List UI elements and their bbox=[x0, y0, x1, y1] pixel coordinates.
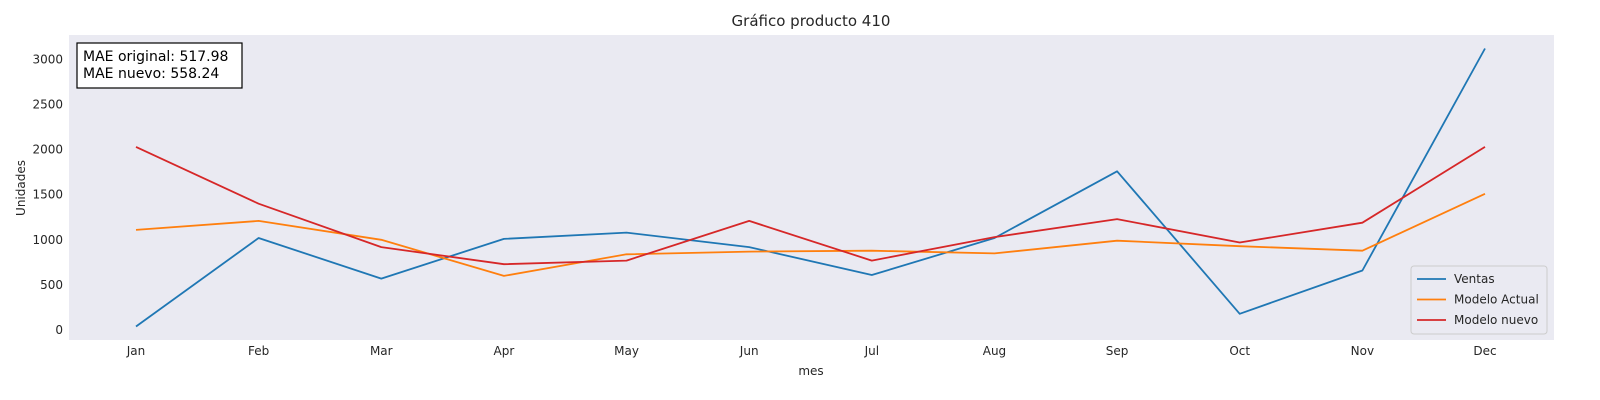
x-tick-label: Aug bbox=[983, 344, 1006, 358]
x-tick-label: Jun bbox=[739, 344, 759, 358]
series-line-modelo-actual bbox=[135, 192, 1486, 277]
plot-area bbox=[69, 35, 1554, 340]
x-axis-label: mes bbox=[798, 364, 823, 378]
mae-annotation: MAE original: 517.98 MAE nuevo: 558.24 bbox=[76, 42, 243, 89]
legend-label: Ventas bbox=[1454, 272, 1495, 286]
y-tick-label: 0 bbox=[55, 323, 63, 337]
x-tick-label: Apr bbox=[494, 344, 515, 358]
legend-label: Modelo Actual bbox=[1454, 293, 1539, 307]
y-tick-label: 1500 bbox=[32, 188, 63, 202]
y-axis-label: Unidades bbox=[14, 160, 28, 216]
x-tick-label: Sep bbox=[1106, 344, 1129, 358]
series-line-modelo-nuevo bbox=[135, 146, 1486, 266]
legend: Ventas Modelo Actual Modelo nuevo bbox=[1410, 265, 1548, 335]
y-tick-label: 1000 bbox=[32, 233, 63, 247]
x-tick-label: Jul bbox=[864, 344, 879, 358]
x-tick-label: Feb bbox=[248, 344, 269, 358]
x-tick-label: Oct bbox=[1229, 344, 1250, 358]
mae-nuevo-text: MAE nuevo: 558.24 bbox=[83, 66, 219, 82]
y-axis-ticks: 0 500 1000 1500 2000 2500 3000 bbox=[32, 52, 63, 337]
x-tick-label: May bbox=[614, 344, 639, 358]
y-tick-label: 2500 bbox=[32, 97, 63, 111]
legend-box bbox=[1410, 265, 1548, 335]
chart-title: Gráfico producto 410 bbox=[732, 12, 891, 30]
legend-label: Modelo nuevo bbox=[1454, 313, 1538, 327]
x-tick-label: Dec bbox=[1473, 344, 1496, 358]
y-tick-label: 500 bbox=[40, 278, 63, 292]
mae-original-text: MAE original: 517.98 bbox=[83, 49, 228, 65]
y-tick-label: 2000 bbox=[32, 143, 63, 157]
x-tick-label: Nov bbox=[1351, 344, 1374, 358]
series-line-ventas bbox=[135, 48, 1486, 328]
series-lines bbox=[135, 48, 1486, 328]
y-tick-label: 3000 bbox=[32, 52, 63, 66]
x-axis-ticks: Jan Feb Mar Apr May Jun Jul Aug Sep Oct Nov Dec bbox=[126, 344, 1497, 358]
x-tick-label: Jan bbox=[126, 344, 146, 358]
x-tick-label: Mar bbox=[370, 344, 393, 358]
